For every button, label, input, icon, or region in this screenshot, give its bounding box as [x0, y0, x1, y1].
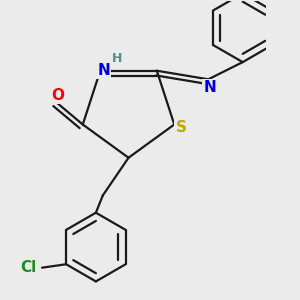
Text: O: O [52, 88, 65, 103]
Text: N: N [204, 80, 216, 95]
Text: S: S [176, 120, 187, 135]
Text: H: H [112, 52, 123, 65]
Text: N: N [97, 63, 110, 78]
Text: Cl: Cl [20, 260, 37, 275]
